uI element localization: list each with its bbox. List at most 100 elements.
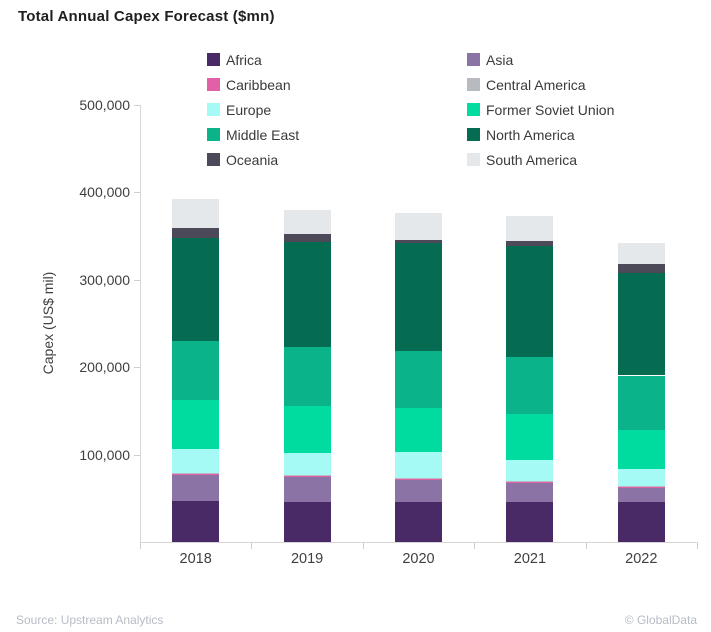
x-tick-label-2019: 2019 [290, 551, 324, 567]
bar-segment-2018-oceania [172, 227, 220, 238]
bar-segment-2018-middle-east [172, 341, 220, 400]
bar-segment-2018-north-america [172, 237, 220, 342]
legend-label-caribbean: Caribbean [226, 76, 291, 93]
legend-item-former-soviet-union: Former Soviet Union [467, 101, 614, 118]
y-tick-label: 100,000 [79, 446, 130, 463]
bar-segment-2022-asia [617, 487, 665, 502]
legend-item-caribbean: Caribbean [207, 76, 291, 93]
bar-segment-2020-caribbean [395, 479, 442, 480]
x-tick-label-2021: 2021 [513, 551, 547, 567]
bar-segment-2018-africa [172, 501, 220, 542]
y-tick-mark [134, 454, 140, 456]
bar-segment-2018-south-america [172, 199, 220, 228]
bar-segment-2018-europe [172, 448, 220, 474]
legend-label-europe: Europe [226, 101, 272, 118]
bar-segment-2021-europe [506, 460, 554, 482]
legend-label-central-america: Central America [486, 76, 586, 93]
legend-label-south-america: South America [486, 151, 578, 168]
bar-segment-2019-europe [283, 452, 331, 476]
y-tick-label: 500,000 [79, 97, 130, 113]
legend-item-middle-east: Middle East [207, 126, 299, 143]
legend-swatch-caribbean [207, 78, 220, 91]
bar-segment-2019-caribbean [283, 476, 331, 477]
x-tick-label-2018: 2018 [179, 551, 212, 567]
x-axis-line [140, 542, 698, 543]
chart-title: Total Annual Capex Forecast ($mn) [18, 8, 275, 25]
bar-segment-2019-middle-east [283, 346, 331, 406]
bar-segment-2022-africa [617, 501, 665, 542]
bar-segment-2022-former-soviet-union [617, 429, 665, 469]
y-tick-mark [134, 105, 140, 106]
bar-segment-2020-former-soviet-union [395, 408, 442, 453]
legend-item-oceania: Oceania [207, 151, 278, 168]
bar-segment-2021-asia [506, 483, 554, 503]
bar-segment-2021-oceania [506, 240, 554, 247]
legend-item-south-america: South America [467, 151, 577, 168]
legend-swatch-asia [467, 53, 480, 66]
legend-swatch-north-america [467, 128, 480, 141]
legend-swatch-africa [207, 53, 220, 66]
plot-area: Capex (US$ mil) 100,000 200,000 300,000 400… [40, 97, 698, 567]
bar-segment-2019-north-america [283, 241, 331, 347]
bar-segment-2022-north-america [617, 272, 665, 376]
x-tick-mark [362, 543, 364, 549]
x-tick-mark [474, 543, 476, 549]
y-tick-label: 400,000 [79, 184, 130, 201]
bar-segment-2020-europe [395, 452, 442, 479]
bar-segment-2019-africa [283, 501, 331, 542]
bar-segment-2020-asia [395, 479, 442, 502]
legend-label-oceania: Oceania [226, 151, 279, 168]
bar-segment-2021-south-america [506, 215, 554, 241]
brand-note: © GlobalData [624, 613, 697, 627]
x-tick-mark [697, 543, 698, 549]
bar-segment-2022-south-america [617, 242, 665, 264]
bar-segment-2022-caribbean [617, 486, 665, 488]
legend-label-north-america: North America [486, 126, 575, 143]
bar-segment-2019-oceania [283, 233, 331, 242]
bar-segment-2018-central-america [172, 473, 220, 475]
bar-segment-2018-former-soviet-union [172, 399, 220, 449]
y-tick-label: 200,000 [79, 359, 130, 376]
legend-label-middle-east: Middle East [226, 126, 300, 143]
legend-item-africa: Africa [207, 51, 262, 68]
bar-segment-2020-africa [395, 501, 442, 542]
chart-legend: Africa Asia Caribbean Central America Europe… [0, 0, 711, 180]
legend-swatch-oceania [207, 153, 220, 166]
bar-segment-2021-central-america [506, 481, 554, 483]
bar-segment-2018-asia [172, 475, 220, 502]
bar-segment-2019-asia [283, 476, 331, 502]
bar-segment-2020-central-america [395, 478, 442, 480]
bar-segment-2022-middle-east [617, 375, 665, 430]
legend-item-central-america: Central America [467, 76, 586, 93]
bar-segment-2020-oceania [395, 240, 442, 244]
legend-label-former-soviet-union: Former Soviet Union [486, 101, 615, 118]
x-tick-mark [585, 543, 587, 549]
bar-segment-2022-oceania [617, 263, 665, 273]
legend-label-asia: Asia [486, 51, 514, 68]
legend-swatch-middle-east [207, 128, 220, 141]
bar-segment-2020-north-america [395, 243, 442, 352]
y-axis-line [140, 105, 141, 542]
bar-segment-2019-former-soviet-union [283, 405, 331, 453]
legend-item-north-america: North America [467, 126, 575, 143]
bar-segment-2018-caribbean [172, 474, 220, 476]
bar-segment-2021-africa [506, 502, 554, 542]
y-tick-mark [134, 192, 140, 194]
bar-segment-2020-south-america [395, 213, 442, 241]
y-tick-label: 300,000 [79, 271, 130, 288]
bar-segment-2019-central-america [283, 475, 331, 476]
source-note: Source: Upstream Analytics [16, 613, 164, 627]
bar-segment-2021-former-soviet-union [506, 413, 554, 461]
legend-swatch-europe [207, 103, 220, 116]
x-tick-label-2022: 2022 [625, 551, 658, 567]
bar-segment-2022-central-america [617, 486, 665, 487]
legend-item-asia: Asia [467, 51, 513, 68]
bar-segment-2021-middle-east [506, 357, 554, 414]
x-tick-mark [140, 543, 141, 549]
bar-segment-2019-south-america [283, 209, 331, 234]
x-tick-mark [251, 543, 253, 549]
legend-item-europe: Europe [207, 101, 271, 118]
x-tick-label-2020: 2020 [402, 551, 435, 567]
bar-segment-2021-north-america [506, 246, 554, 358]
